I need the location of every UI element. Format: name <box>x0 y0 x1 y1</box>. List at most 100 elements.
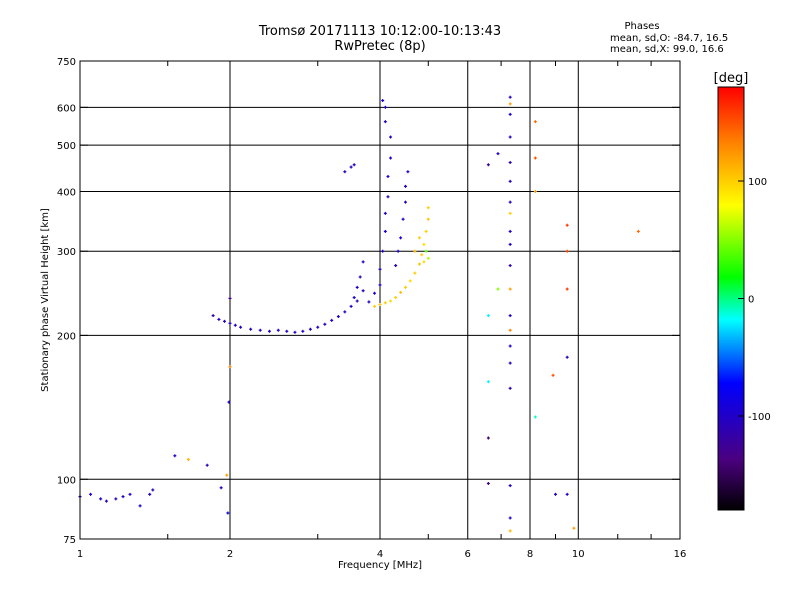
data-point <box>508 529 512 533</box>
data-point <box>496 287 500 291</box>
y-tick-label: 200 <box>57 331 76 342</box>
data-point <box>373 291 377 295</box>
data-point <box>226 511 230 515</box>
x-axis-label: Frequency [MHz] <box>338 560 422 571</box>
data-point <box>99 497 103 501</box>
data-point <box>508 211 512 215</box>
data-point <box>636 229 640 233</box>
data-point <box>508 112 512 116</box>
data-point <box>330 318 334 322</box>
data-point <box>378 283 382 287</box>
data-point <box>508 264 512 268</box>
data-point <box>508 344 512 348</box>
data-point <box>358 275 362 279</box>
data-point <box>285 329 289 333</box>
colorbar-tick-label: 0 <box>748 295 754 306</box>
data-point <box>508 179 512 183</box>
data-point <box>551 373 555 377</box>
x-tick-label: 10 <box>572 549 585 560</box>
data-point <box>508 160 512 164</box>
data-point <box>383 301 387 305</box>
data-point <box>399 290 403 294</box>
data-point <box>426 206 430 210</box>
data-point <box>533 415 537 419</box>
data-point <box>225 473 229 477</box>
data-point <box>417 262 421 266</box>
data-point <box>508 200 512 204</box>
data-point <box>508 484 512 488</box>
data-point <box>408 279 412 283</box>
data-point <box>486 163 490 167</box>
y-tick-label: 400 <box>57 187 76 198</box>
data-point <box>276 328 280 332</box>
x-tick-label: 16 <box>674 549 687 560</box>
data-point <box>383 105 387 109</box>
data-point <box>386 174 390 178</box>
data-point <box>417 236 421 240</box>
data-point <box>403 184 407 188</box>
data-point <box>355 285 359 289</box>
data-point <box>394 264 398 268</box>
data-point <box>89 492 93 496</box>
data-point <box>386 195 390 199</box>
data-point <box>496 152 500 156</box>
data-point <box>508 314 512 318</box>
y-axis-label: Stationary phase Virtual Height [km] <box>40 208 51 392</box>
data-point <box>228 321 232 325</box>
data-point <box>267 329 271 333</box>
data-point <box>533 120 537 124</box>
data-point <box>403 200 407 204</box>
data-point <box>383 229 387 233</box>
data-point <box>424 229 428 233</box>
data-point <box>389 299 393 303</box>
data-point <box>383 120 387 124</box>
data-point <box>394 296 398 300</box>
data-point <box>406 170 410 174</box>
data-point <box>205 463 209 467</box>
data-point <box>223 319 227 323</box>
data-point <box>403 285 407 289</box>
data-point <box>349 304 353 308</box>
colorbar-tick-label: 100 <box>748 177 767 188</box>
data-point <box>352 163 356 167</box>
data-point <box>401 217 405 221</box>
data-point <box>413 271 417 275</box>
data-point <box>114 497 118 501</box>
data-point <box>301 329 305 333</box>
y-tick-label: 600 <box>57 103 76 114</box>
data-point <box>316 325 320 329</box>
data-point <box>389 135 393 139</box>
data-point <box>508 95 512 99</box>
data-point <box>533 189 537 193</box>
data-point <box>565 223 569 227</box>
data-point <box>422 260 426 264</box>
y-tick-label: 300 <box>57 247 76 258</box>
data-point <box>352 296 356 300</box>
data-point <box>239 325 243 329</box>
x-tick-label: 8 <box>527 549 533 560</box>
data-point <box>399 236 403 240</box>
data-point <box>533 156 537 160</box>
data-point <box>378 267 382 271</box>
data-point <box>565 355 569 359</box>
data-point <box>426 256 430 260</box>
data-point <box>349 165 353 169</box>
data-point <box>148 492 152 496</box>
data-point <box>258 328 262 332</box>
data-point <box>508 229 512 233</box>
data-point <box>367 300 371 304</box>
data-point <box>138 504 142 508</box>
data-point <box>128 492 132 496</box>
data-point <box>420 253 424 257</box>
data-point <box>151 488 155 492</box>
legend-o-stats: mean, sd,O: -84.7, 16.5 <box>610 33 729 44</box>
data-point <box>396 249 400 253</box>
data-point <box>553 492 557 496</box>
data-point <box>508 242 512 246</box>
data-point <box>173 454 177 458</box>
y-tick-label: 75 <box>63 535 76 546</box>
data-point <box>104 499 108 503</box>
x-tick-label: 4 <box>377 549 383 560</box>
data-point <box>378 303 382 307</box>
data-point <box>486 481 490 485</box>
